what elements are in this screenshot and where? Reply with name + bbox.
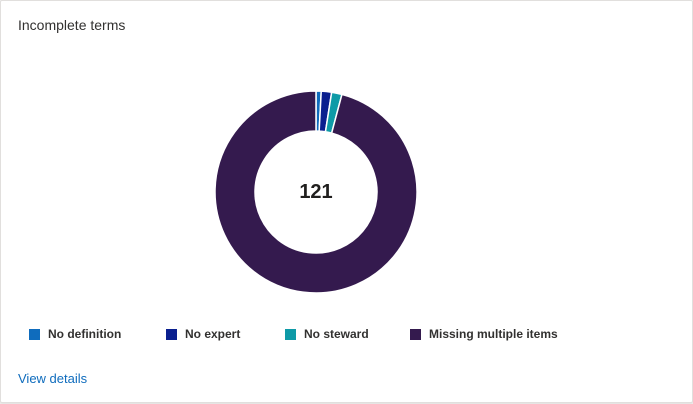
- legend-label: No definition: [48, 327, 122, 341]
- legend-item-no-definition[interactable]: No definition: [29, 327, 121, 341]
- donut-chart: 121: [215, 91, 417, 293]
- donut-chart-svg: [215, 91, 417, 293]
- total-count: 121: [299, 180, 333, 203]
- legend-label: No expert: [185, 327, 241, 341]
- legend-swatch: [410, 328, 421, 340]
- card-title: Incomplete terms: [18, 17, 126, 33]
- legend-swatch: [285, 328, 296, 340]
- legend-swatch: [29, 328, 40, 340]
- donut-slice-missing-multiple-items[interactable]: [215, 91, 417, 293]
- view-details-link[interactable]: View details: [18, 371, 88, 386]
- legend-item-no-steward[interactable]: No steward: [285, 327, 369, 341]
- legend-swatch: [166, 328, 177, 340]
- legend-label: No steward: [304, 327, 369, 341]
- legend-item-missing-multiple-items[interactable]: Missing multiple items: [410, 327, 558, 341]
- legend-item-no-expert[interactable]: No expert: [166, 327, 240, 341]
- legend-label: Missing multiple items: [429, 327, 558, 341]
